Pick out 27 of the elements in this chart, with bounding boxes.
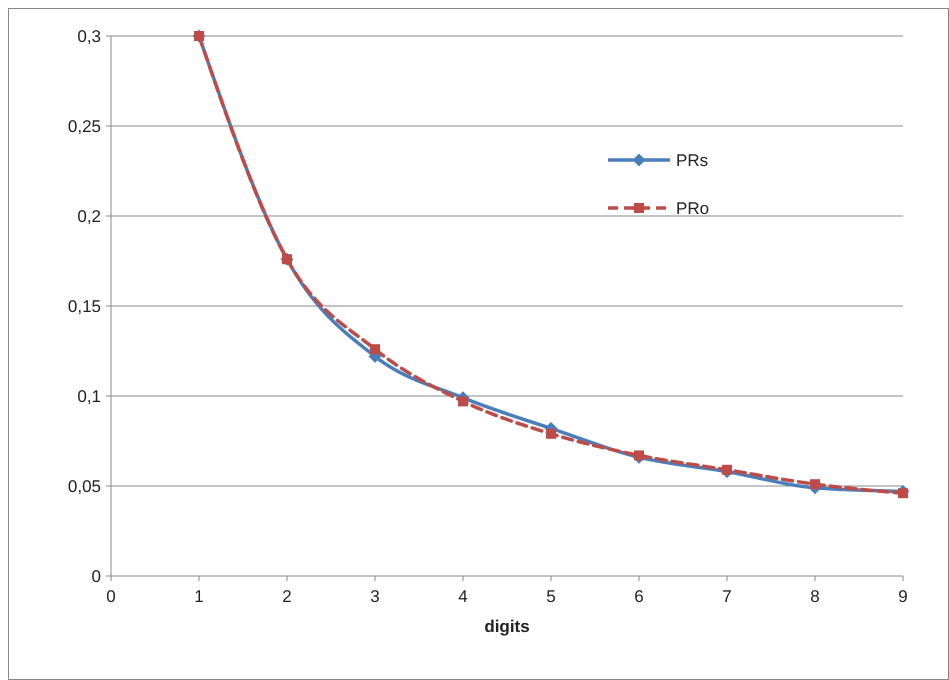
y-tick-label: 0,1 [77, 386, 101, 406]
point [722, 464, 732, 475]
point [898, 488, 908, 498]
legend-label: PRo [676, 198, 710, 218]
x-tick-label: 8 [810, 587, 820, 606]
point [458, 396, 468, 406]
x-tick-label: 3 [370, 587, 380, 606]
x-tick-label: 5 [546, 587, 556, 606]
y-tick-label: 0,15 [68, 296, 101, 316]
x-tick-label: 4 [458, 587, 468, 606]
x-tick-label: 2 [282, 587, 292, 606]
point [634, 450, 644, 460]
x-tick-label: 9 [898, 587, 908, 606]
point [546, 428, 556, 439]
x-tick-label: 6 [634, 587, 644, 606]
y-tick-label: 0 [92, 566, 101, 586]
y-tick-label: 0,3 [77, 26, 101, 46]
x-tick-label: 1 [194, 587, 204, 606]
x-tick-label: 0 [106, 587, 116, 606]
y-tick-label: 0,25 [68, 116, 101, 136]
x-tick-label: 7 [722, 587, 732, 606]
y-tick-label: 0,2 [77, 206, 101, 226]
x-axis-title: digits [484, 617, 530, 636]
point [810, 479, 820, 490]
legend-label: PRs [676, 150, 708, 170]
point [370, 344, 380, 354]
y-tick-label: 0,05 [68, 476, 101, 496]
